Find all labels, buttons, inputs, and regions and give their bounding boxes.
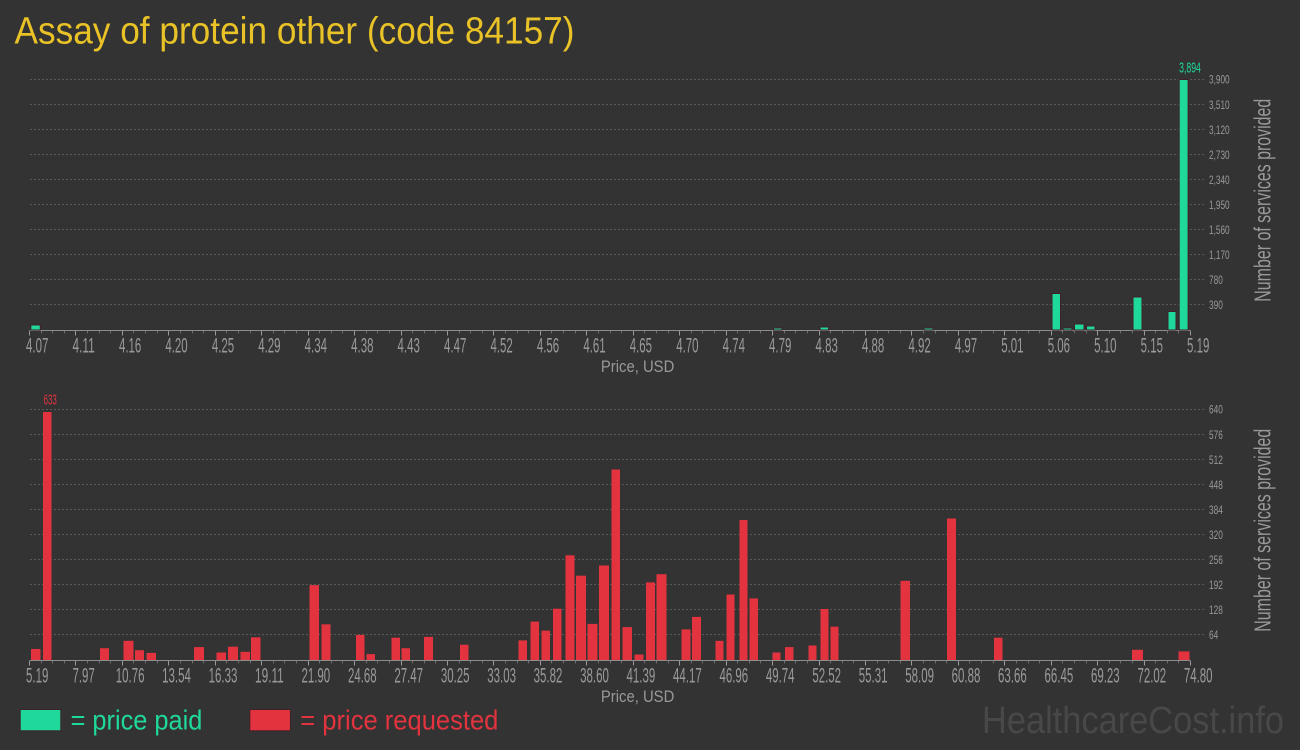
svg-text:44.17: 44.17 bbox=[673, 664, 702, 688]
svg-text:448: 448 bbox=[1209, 478, 1223, 492]
svg-text:4.74: 4.74 bbox=[723, 334, 745, 358]
svg-text:256: 256 bbox=[1209, 553, 1223, 567]
svg-text:46.96: 46.96 bbox=[719, 664, 748, 688]
svg-text:72.02: 72.02 bbox=[1137, 664, 1166, 688]
svg-text:33.03: 33.03 bbox=[487, 664, 516, 688]
svg-text:1,560: 1,560 bbox=[1209, 223, 1230, 237]
svg-text:HealthcareCost.info: HealthcareCost.info bbox=[982, 700, 1284, 742]
svg-text:1,950: 1,950 bbox=[1209, 198, 1230, 212]
svg-text:66.45: 66.45 bbox=[1045, 664, 1074, 688]
svg-text:4.43: 4.43 bbox=[398, 334, 420, 358]
svg-text:5.15: 5.15 bbox=[1141, 334, 1163, 358]
svg-text:320: 320 bbox=[1209, 528, 1223, 542]
svg-text:4.25: 4.25 bbox=[212, 334, 234, 358]
svg-text:21.90: 21.90 bbox=[301, 664, 330, 688]
svg-text:55.31: 55.31 bbox=[859, 664, 888, 688]
svg-text:4.47: 4.47 bbox=[444, 334, 466, 358]
svg-text:4.97: 4.97 bbox=[955, 334, 977, 358]
svg-text:4.65: 4.65 bbox=[630, 334, 652, 358]
svg-text:4.34: 4.34 bbox=[305, 334, 327, 358]
svg-text:= price paid: = price paid bbox=[71, 704, 203, 735]
svg-text:74.80: 74.80 bbox=[1184, 664, 1213, 688]
svg-text:4.56: 4.56 bbox=[537, 334, 559, 358]
svg-text:10.76: 10.76 bbox=[116, 664, 145, 688]
svg-text:7.97: 7.97 bbox=[72, 664, 94, 688]
svg-text:Price, USD: Price, USD bbox=[601, 358, 674, 376]
svg-text:512: 512 bbox=[1209, 453, 1223, 467]
svg-text:5.10: 5.10 bbox=[1094, 334, 1116, 358]
svg-text:4.83: 4.83 bbox=[816, 334, 838, 358]
svg-text:128: 128 bbox=[1209, 603, 1223, 617]
svg-text:1,170: 1,170 bbox=[1209, 248, 1230, 262]
svg-text:5.19: 5.19 bbox=[1187, 334, 1209, 358]
svg-text:4.38: 4.38 bbox=[351, 334, 373, 358]
svg-text:3,894: 3,894 bbox=[1179, 59, 1201, 76]
svg-text:13.54: 13.54 bbox=[162, 664, 191, 688]
svg-text:19.11: 19.11 bbox=[255, 664, 284, 688]
svg-text:38.60: 38.60 bbox=[580, 664, 609, 688]
svg-text:192: 192 bbox=[1209, 578, 1223, 592]
svg-text:Number of services provided: Number of services provided bbox=[1249, 99, 1275, 302]
svg-text:58.09: 58.09 bbox=[905, 664, 934, 688]
svg-text:4.92: 4.92 bbox=[908, 334, 930, 358]
svg-text:5.19: 5.19 bbox=[26, 664, 48, 688]
svg-text:24.68: 24.68 bbox=[348, 664, 377, 688]
svg-text:5.01: 5.01 bbox=[1001, 334, 1023, 358]
svg-text:30.25: 30.25 bbox=[441, 664, 470, 688]
svg-text:390: 390 bbox=[1209, 298, 1223, 312]
svg-text:5.06: 5.06 bbox=[1048, 334, 1070, 358]
svg-text:49.74: 49.74 bbox=[766, 664, 795, 688]
svg-text:4.70: 4.70 bbox=[676, 334, 698, 358]
svg-text:780: 780 bbox=[1209, 273, 1223, 287]
svg-text:3,510: 3,510 bbox=[1209, 98, 1230, 112]
svg-text:63.66: 63.66 bbox=[998, 664, 1027, 688]
svg-text:633: 633 bbox=[44, 393, 57, 409]
svg-text:2,730: 2,730 bbox=[1209, 148, 1230, 162]
svg-text:384: 384 bbox=[1209, 503, 1223, 517]
svg-text:4.07: 4.07 bbox=[26, 334, 48, 358]
svg-text:3,900: 3,900 bbox=[1209, 73, 1230, 87]
svg-text:41.39: 41.39 bbox=[627, 664, 656, 688]
svg-text:4.79: 4.79 bbox=[769, 334, 791, 358]
svg-text:576: 576 bbox=[1209, 428, 1223, 442]
svg-text:4.16: 4.16 bbox=[119, 334, 141, 358]
svg-text:4.11: 4.11 bbox=[72, 334, 94, 358]
svg-text:4.61: 4.61 bbox=[583, 334, 605, 358]
svg-text:16.33: 16.33 bbox=[209, 664, 238, 688]
svg-text:= price requested: = price requested bbox=[300, 704, 498, 735]
svg-text:52.52: 52.52 bbox=[812, 664, 841, 688]
svg-text:Assay of protein other (code 8: Assay of protein other (code 84157) bbox=[15, 11, 575, 53]
svg-text:4.88: 4.88 bbox=[862, 334, 884, 358]
svg-text:60.88: 60.88 bbox=[952, 664, 981, 688]
svg-text:3,120: 3,120 bbox=[1209, 123, 1230, 137]
svg-text:640: 640 bbox=[1209, 403, 1223, 417]
svg-text:64: 64 bbox=[1209, 628, 1218, 642]
svg-text:69.23: 69.23 bbox=[1091, 664, 1120, 688]
svg-text:27.47: 27.47 bbox=[394, 664, 423, 688]
svg-text:Number of services provided: Number of services provided bbox=[1249, 429, 1275, 632]
svg-text:4.52: 4.52 bbox=[490, 334, 512, 358]
svg-text:Price, USD: Price, USD bbox=[601, 688, 674, 706]
svg-text:4.20: 4.20 bbox=[165, 334, 187, 358]
svg-text:2,340: 2,340 bbox=[1209, 173, 1230, 187]
svg-text:35.82: 35.82 bbox=[534, 664, 563, 688]
svg-text:4.29: 4.29 bbox=[258, 334, 280, 358]
